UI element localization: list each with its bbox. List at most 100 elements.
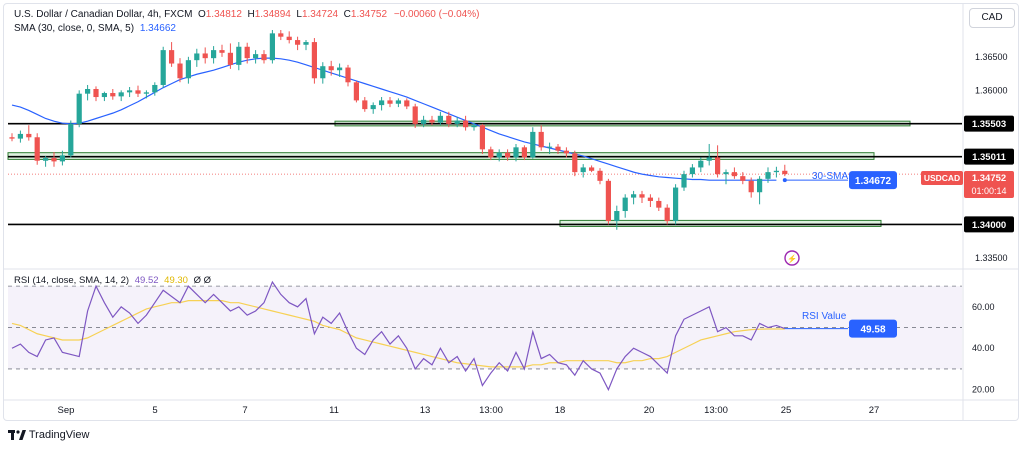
candle-body[interactable] [118, 92, 124, 97]
candle-body[interactable] [320, 66, 326, 79]
candle-body[interactable] [731, 172, 737, 177]
candle-body[interactable] [110, 93, 116, 97]
candle-body[interactable] [278, 33, 284, 37]
candle-body[interactable] [194, 53, 200, 61]
sma-30-line[interactable] [11, 57, 777, 181]
candle-body[interactable] [236, 46, 242, 65]
candle-body[interactable] [757, 178, 763, 193]
candle-body[interactable] [295, 40, 301, 45]
candle-body[interactable] [101, 93, 107, 98]
candle-body[interactable] [689, 167, 695, 175]
candle-body[interactable] [404, 100, 410, 107]
candle-body[interactable] [177, 63, 183, 79]
candle-body[interactable] [160, 50, 166, 85]
candle-body[interactable] [530, 131, 536, 158]
candle-body[interactable] [605, 180, 611, 222]
candle-body[interactable] [673, 187, 679, 222]
currency-button[interactable]: CAD [969, 8, 1015, 28]
candle-body[interactable] [580, 167, 586, 173]
candle-body[interactable] [244, 46, 250, 59]
candle-body[interactable] [387, 100, 393, 104]
candle-body[interactable] [353, 82, 359, 101]
candle-body[interactable] [656, 200, 662, 208]
tradingview-logo[interactable]: TradingView [8, 429, 89, 441]
candle-body[interactable] [782, 170, 788, 175]
candle-body[interactable] [698, 160, 704, 168]
candle-body[interactable] [555, 146, 561, 151]
candle-body[interactable] [622, 197, 628, 212]
candle-body[interactable] [715, 157, 721, 175]
candle-body[interactable] [26, 133, 32, 138]
candle-body[interactable] [59, 155, 65, 162]
candle-body[interactable] [454, 120, 460, 124]
candle-body[interactable] [463, 120, 469, 128]
candle-body[interactable] [93, 88, 99, 98]
candle-body[interactable] [337, 67, 343, 71]
candle-body[interactable] [135, 90, 141, 94]
candle-body[interactable] [219, 50, 225, 53]
candle-body[interactable] [505, 152, 511, 158]
candle-body[interactable] [261, 54, 267, 61]
candle-body[interactable] [647, 197, 653, 201]
candle-body[interactable] [429, 119, 435, 123]
candle-body[interactable] [143, 92, 149, 94]
candle-body[interactable] [311, 42, 317, 79]
rsi-value-tag[interactable] [849, 319, 897, 338]
rsi-ma-line[interactable] [11, 300, 785, 368]
candle-body[interactable] [370, 105, 376, 110]
candle-body[interactable] [437, 115, 443, 123]
candle-body[interactable] [572, 153, 578, 173]
rsi-legend[interactable]: RSI (14, close, SMA, 14, 2) 49.52 49.30 … [14, 275, 211, 286]
candle-body[interactable] [521, 147, 527, 158]
candle-body[interactable] [395, 100, 401, 104]
candle-body[interactable] [421, 119, 427, 124]
candle-body[interactable] [43, 158, 49, 161]
sma-legend[interactable]: SMA (30, close, 0, SMA, 5) 1.34662 [14, 23, 176, 34]
candle-body[interactable] [51, 158, 57, 162]
candle-body[interactable] [723, 172, 729, 175]
candle-body[interactable] [253, 54, 259, 59]
candle-body[interactable] [345, 67, 351, 83]
candle-body[interactable] [303, 42, 309, 45]
event-icon[interactable] [784, 250, 800, 266]
candle-body[interactable] [269, 33, 275, 61]
candle-body[interactable] [740, 176, 746, 181]
candle-body[interactable] [547, 146, 553, 148]
rsi-line[interactable] [11, 280, 786, 392]
support-resistance-zone[interactable] [559, 219, 882, 227]
candle-body[interactable] [639, 194, 645, 198]
candle-body[interactable] [379, 100, 385, 106]
candle-body[interactable] [614, 211, 620, 222]
candle-body[interactable] [773, 170, 779, 173]
sma-value-tag[interactable] [849, 171, 897, 190]
candle-body[interactable] [765, 172, 771, 179]
candle-body[interactable] [68, 123, 74, 156]
candle-body[interactable] [34, 137, 40, 161]
candle-body[interactable] [664, 207, 670, 222]
candle-body[interactable] [496, 152, 502, 158]
candle-body[interactable] [597, 170, 603, 181]
candle-body[interactable] [127, 90, 133, 93]
candle-body[interactable] [9, 137, 15, 139]
candle-body[interactable] [412, 106, 418, 124]
candle-body[interactable] [76, 93, 82, 124]
candle-body[interactable] [286, 36, 292, 41]
candle-body[interactable] [681, 174, 687, 188]
candle-body[interactable] [563, 150, 569, 154]
candle-body[interactable] [202, 53, 208, 59]
candle-body[interactable] [748, 180, 754, 193]
candle-body[interactable] [589, 167, 595, 171]
candle-body[interactable] [538, 131, 544, 148]
candle-body[interactable] [479, 125, 485, 150]
candle-body[interactable] [362, 100, 368, 110]
candle-body[interactable] [631, 194, 637, 198]
candle-body[interactable] [488, 149, 494, 158]
candle-body[interactable] [227, 52, 233, 65]
candle-body[interactable] [706, 157, 712, 161]
candle-body[interactable] [152, 84, 158, 93]
candle-body[interactable] [17, 133, 23, 139]
candle-body[interactable] [185, 60, 191, 79]
candle-body[interactable] [471, 125, 477, 128]
candle-body[interactable] [85, 88, 91, 94]
